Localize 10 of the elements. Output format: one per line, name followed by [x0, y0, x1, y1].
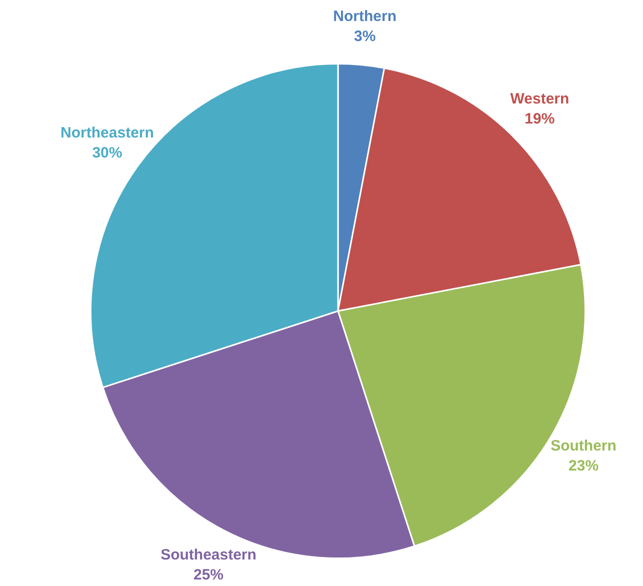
- slice-label: Southern: [550, 437, 616, 454]
- data-label: 19%: [524, 110, 555, 128]
- data-label: 23%: [568, 457, 599, 474]
- data-label: 30%: [92, 144, 122, 162]
- data-label: 3%: [354, 28, 376, 46]
- slice-label: Northeastern: [60, 124, 154, 142]
- slice-label: Western: [510, 90, 570, 108]
- slice-label: Southeastern: [160, 546, 256, 564]
- data-label: 25%: [193, 566, 224, 584]
- slice-label: Northern: [333, 8, 397, 26]
